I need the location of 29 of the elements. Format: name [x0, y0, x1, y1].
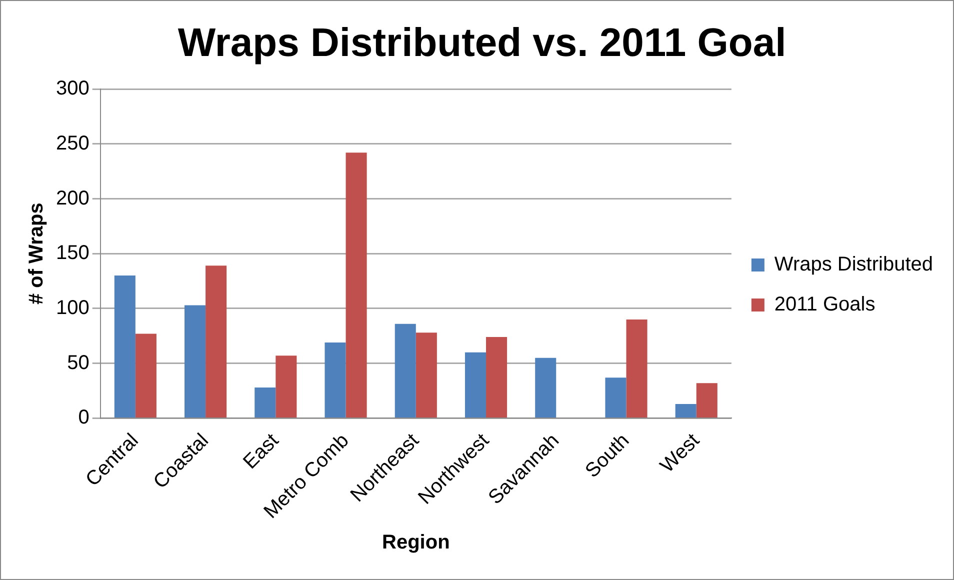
- x-axis-title: Region: [382, 532, 450, 554]
- bar: [696, 383, 718, 418]
- y-tick-label: 300: [56, 78, 90, 100]
- bar: [535, 358, 556, 418]
- bar: [114, 276, 136, 418]
- bar: [184, 305, 206, 418]
- bar: [135, 334, 156, 418]
- bar: [254, 388, 276, 418]
- y-tick-label: 0: [78, 406, 90, 429]
- bar: [486, 337, 508, 418]
- bar: [626, 319, 648, 418]
- y-tick-label: 150: [56, 242, 90, 264]
- legend-label: Wraps Distributed: [774, 254, 934, 276]
- y-tick-label: 250: [56, 132, 90, 154]
- legend-label: 2011 Goals: [774, 294, 876, 316]
- bar: [464, 352, 486, 418]
- y-axis-title: # of Wraps: [26, 202, 48, 305]
- y-tick-label: 100: [56, 297, 90, 319]
- bar: [276, 356, 297, 418]
- bar: [605, 378, 626, 418]
- bar: [206, 266, 227, 418]
- bar: [346, 152, 367, 418]
- chart-title: Wraps Distributed vs. 2011 Goal: [178, 21, 786, 66]
- y-tick-label: 200: [56, 187, 90, 210]
- bar: [675, 404, 696, 418]
- bar: [394, 324, 416, 418]
- y-tick-label: 50: [67, 352, 90, 374]
- bar: [324, 342, 346, 418]
- bar: [416, 332, 437, 418]
